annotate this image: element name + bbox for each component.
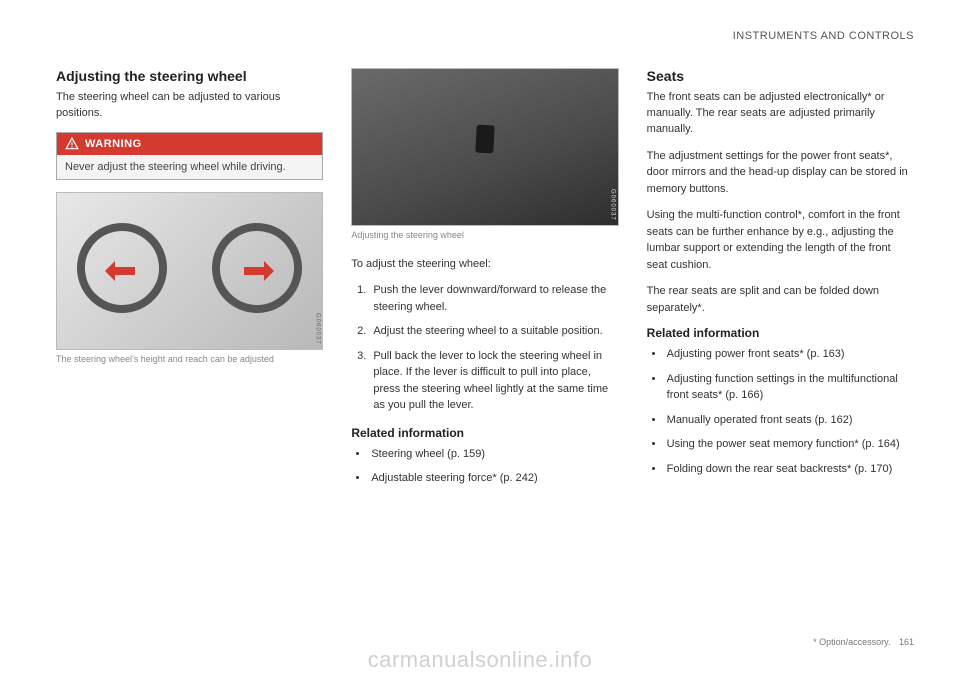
page-number: 161: [899, 637, 914, 647]
figure-code: G060037: [314, 313, 320, 345]
page-footer: * Option/accessory. 161: [813, 637, 914, 647]
warning-box: WARNING Never adjust the steering wheel …: [56, 132, 323, 180]
list-item: Manually operated front seats (p. 162): [665, 412, 914, 429]
list-item: Adjusting power front seats* (p. 163): [665, 346, 914, 363]
warning-text: Never adjust the steering wheel while dr…: [57, 155, 322, 179]
related-info-heading: Related information: [647, 326, 914, 340]
list-item: Adjustable steering force* (p. 242): [369, 470, 618, 487]
content-columns: Adjusting the steering wheel The steerin…: [56, 68, 914, 495]
figure-caption-1: The steering wheel's height and reach ca…: [56, 354, 323, 366]
lead-text: To adjust the steering wheel:: [351, 256, 618, 273]
figure-steering-lever: G060037: [351, 68, 618, 226]
body-paragraph: Using the multi-function control*, comfo…: [647, 207, 914, 273]
related-list: Adjusting power front seats* (p. 163) Ad…: [647, 346, 914, 477]
related-info-heading: Related information: [351, 426, 618, 440]
body-paragraph: The adjustment settings for the power fr…: [647, 148, 914, 198]
page-header: INSTRUMENTS AND CONTROLS: [56, 30, 914, 42]
column-1: Adjusting the steering wheel The steerin…: [56, 68, 323, 495]
warning-icon: [65, 137, 79, 151]
section-title-steering: Adjusting the steering wheel: [56, 68, 323, 84]
figure-caption-2: Adjusting the steering wheel: [351, 230, 618, 242]
list-item: Using the power seat memory function* (p…: [665, 436, 914, 453]
section-title-seats: Seats: [647, 68, 914, 84]
list-item: Push the lever downward/forward to relea…: [369, 282, 618, 315]
arrow-icon: [244, 261, 274, 281]
list-item: Adjusting function settings in the multi…: [665, 371, 914, 404]
list-item: Adjust the steering wheel to a suitable …: [369, 323, 618, 340]
body-paragraph: The rear seats are split and can be fold…: [647, 283, 914, 316]
arrow-icon: [105, 261, 135, 281]
list-item: Folding down the rear seat backrests* (p…: [665, 461, 914, 478]
watermark: carmanualsonline.info: [0, 647, 960, 673]
column-3: Seats The front seats can be adjusted el…: [647, 68, 914, 495]
column-2: G060037 Adjusting the steering wheel To …: [351, 68, 618, 495]
figure-code: G060037: [610, 189, 616, 221]
warning-header: WARNING: [57, 133, 322, 155]
list-item: Pull back the lever to lock the steering…: [369, 348, 618, 414]
intro-seats: The front seats can be adjusted electron…: [647, 90, 914, 138]
steps-list: Push the lever downward/forward to relea…: [351, 282, 618, 414]
figure-steering-adjust: G060037: [56, 192, 323, 350]
intro-steering: The steering wheel can be adjusted to va…: [56, 90, 323, 122]
related-list: Steering wheel (p. 159) Adjustable steer…: [351, 446, 618, 487]
warning-label: WARNING: [85, 138, 142, 150]
list-item: Steering wheel (p. 159): [369, 446, 618, 463]
footer-note: * Option/accessory.: [813, 637, 890, 647]
